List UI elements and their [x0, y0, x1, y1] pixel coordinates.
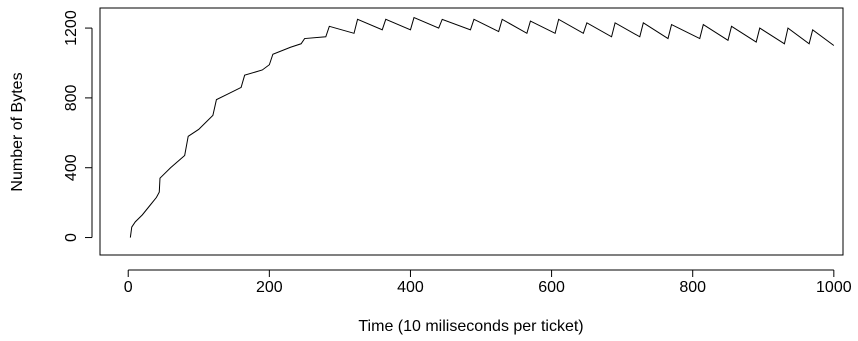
y-tick-label: 400	[63, 154, 80, 181]
x-axis-label: Time (10 miliseconds per ticket)	[358, 318, 583, 335]
plot-box	[99, 7, 844, 256]
x-tick-label: 400	[397, 279, 424, 296]
data-line	[129, 16, 835, 238]
x-tick-label: 800	[679, 279, 706, 296]
y-tick-label: 0	[63, 233, 80, 242]
x-tick-label: 600	[538, 279, 565, 296]
y-tick-label: 800	[63, 84, 80, 111]
x-tick-label: 0	[124, 279, 133, 296]
x-tick-label: 1000	[816, 279, 852, 296]
x-tick-label: 200	[256, 279, 283, 296]
y-axis-label: Number of Bytes	[9, 72, 26, 191]
y-tick-label: 1200	[63, 10, 80, 46]
